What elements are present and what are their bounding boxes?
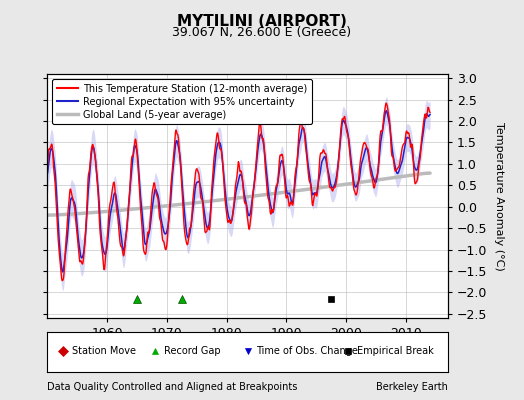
Y-axis label: Temperature Anomaly (°C): Temperature Anomaly (°C) xyxy=(495,122,505,270)
Text: Empirical Break: Empirical Break xyxy=(357,346,433,356)
Text: 39.067 N, 26.600 E (Greece): 39.067 N, 26.600 E (Greece) xyxy=(172,26,352,39)
Text: Station Move: Station Move xyxy=(72,346,136,356)
Text: Time of Obs. Change: Time of Obs. Change xyxy=(256,346,358,356)
Text: Data Quality Controlled and Aligned at Breakpoints: Data Quality Controlled and Aligned at B… xyxy=(47,382,298,392)
Legend: This Temperature Station (12-month average), Regional Expectation with 95% uncer: This Temperature Station (12-month avera… xyxy=(52,79,312,124)
Text: Berkeley Earth: Berkeley Earth xyxy=(376,382,448,392)
Text: MYTILINI (AIRPORT): MYTILINI (AIRPORT) xyxy=(177,14,347,29)
Text: Record Gap: Record Gap xyxy=(164,346,221,356)
